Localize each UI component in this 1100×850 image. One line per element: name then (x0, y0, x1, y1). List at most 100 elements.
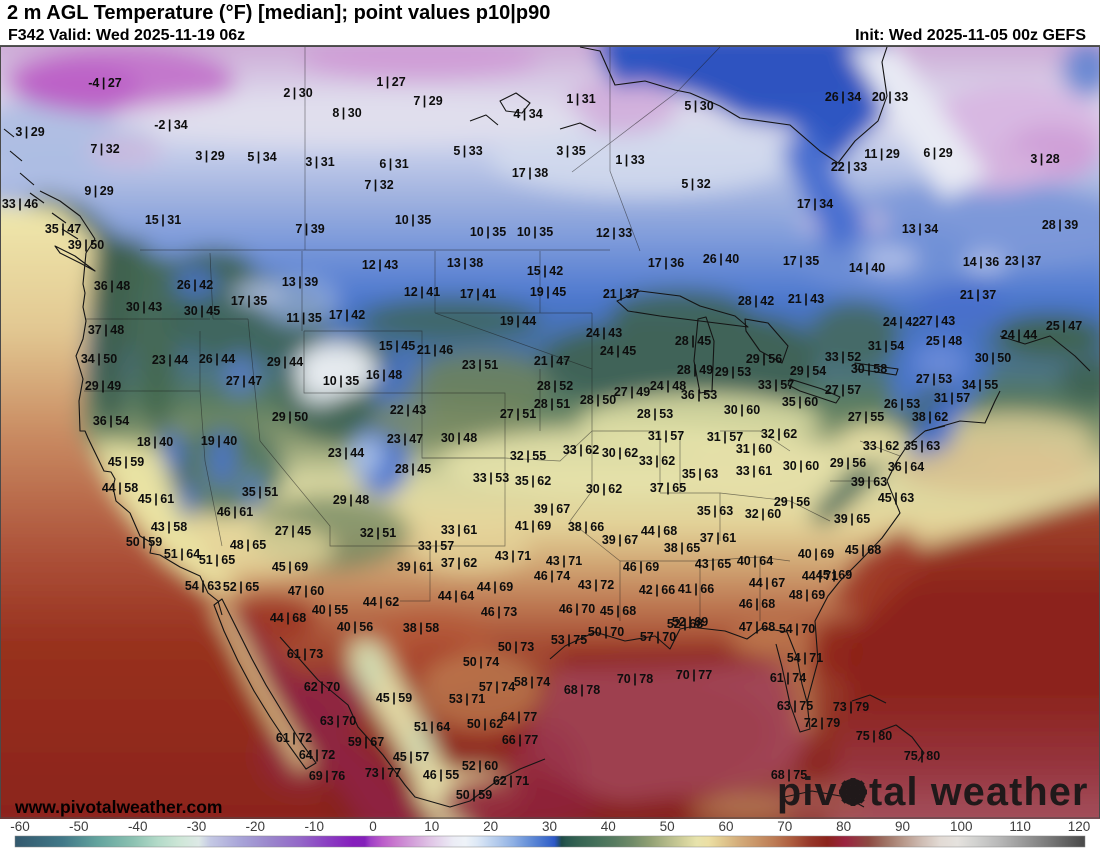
svg-text:8 | 30: 8 | 30 (332, 106, 361, 120)
svg-text:46 | 73: 46 | 73 (481, 605, 517, 619)
svg-text:28 | 52: 28 | 52 (537, 379, 573, 393)
svg-text:19 | 40: 19 | 40 (201, 434, 237, 448)
svg-text:28 | 50: 28 | 50 (580, 393, 616, 407)
svg-text:29 | 53: 29 | 53 (715, 365, 751, 379)
svg-text:50 | 74: 50 | 74 (463, 655, 499, 669)
svg-text:64 | 72: 64 | 72 (299, 748, 335, 762)
svg-text:47 | 60: 47 | 60 (288, 584, 324, 598)
svg-text:43 | 71: 43 | 71 (495, 549, 531, 563)
svg-text:7 | 29: 7 | 29 (413, 94, 442, 108)
svg-text:21 | 46: 21 | 46 (417, 343, 453, 357)
svg-text:54 | 71: 54 | 71 (787, 651, 823, 665)
svg-text:45 | 59: 45 | 59 (108, 455, 144, 469)
svg-text:14 | 40: 14 | 40 (849, 261, 885, 275)
svg-text:100: 100 (950, 819, 973, 834)
svg-text:35 | 47: 35 | 47 (45, 222, 81, 236)
svg-text:10 | 35: 10 | 35 (517, 225, 553, 239)
svg-text:12 | 33: 12 | 33 (596, 226, 632, 240)
svg-text:piv: piv (777, 770, 838, 814)
svg-text:50 | 73: 50 | 73 (498, 640, 534, 654)
svg-text:53 | 75: 53 | 75 (551, 633, 587, 647)
svg-text:1 | 27: 1 | 27 (376, 75, 405, 89)
svg-text:19 | 45: 19 | 45 (530, 285, 566, 299)
svg-text:13 | 39: 13 | 39 (282, 275, 318, 289)
svg-text:33 | 53: 33 | 53 (473, 471, 509, 485)
svg-text:30 | 60: 30 | 60 (783, 459, 819, 473)
svg-text:45 | 68: 45 | 68 (600, 604, 636, 618)
svg-text:28 | 42: 28 | 42 (738, 294, 774, 308)
svg-text:80: 80 (836, 819, 851, 834)
svg-text:9 | 29: 9 | 29 (84, 184, 113, 198)
svg-text:110: 110 (1009, 819, 1031, 834)
svg-text:35 | 63: 35 | 63 (697, 504, 733, 518)
svg-text:52 | 69: 52 | 69 (672, 615, 708, 629)
svg-text:25 | 48: 25 | 48 (926, 334, 962, 348)
svg-text:24 | 48: 24 | 48 (650, 379, 686, 393)
svg-text:tal weather: tal weather (869, 770, 1089, 814)
svg-text:-10: -10 (304, 819, 324, 834)
svg-text:29 | 44: 29 | 44 (267, 355, 303, 369)
svg-text:10 | 35: 10 | 35 (323, 374, 359, 388)
svg-text:31 | 54: 31 | 54 (868, 339, 904, 353)
svg-text:33 | 46: 33 | 46 (2, 197, 38, 211)
svg-text:12 | 41: 12 | 41 (404, 285, 440, 299)
svg-text:-60: -60 (10, 819, 30, 834)
svg-text:43 | 65: 43 | 65 (695, 557, 731, 571)
svg-text:21 | 47: 21 | 47 (534, 354, 570, 368)
svg-text:70 | 77: 70 | 77 (676, 668, 712, 682)
svg-text:59 | 67: 59 | 67 (348, 735, 384, 749)
svg-text:54 | 70: 54 | 70 (779, 622, 815, 636)
svg-text:45 | 69: 45 | 69 (272, 560, 308, 574)
svg-text:46 | 70: 46 | 70 (559, 602, 595, 616)
svg-text:39 | 63: 39 | 63 (851, 475, 887, 489)
svg-text:33 | 57: 33 | 57 (418, 539, 454, 553)
svg-text:30 | 58: 30 | 58 (851, 362, 887, 376)
svg-text:20: 20 (483, 819, 498, 834)
svg-text:11 | 29: 11 | 29 (864, 147, 900, 161)
svg-text:4 | 34: 4 | 34 (513, 107, 542, 121)
svg-text:-40: -40 (128, 819, 148, 834)
svg-text:70: 70 (777, 819, 792, 834)
svg-text:26 | 44: 26 | 44 (199, 352, 235, 366)
svg-text:63 | 75: 63 | 75 (777, 699, 813, 713)
svg-text:0: 0 (369, 819, 377, 834)
svg-text:17 | 34: 17 | 34 (797, 197, 833, 211)
svg-text:62 | 71: 62 | 71 (493, 774, 529, 788)
svg-text:27 | 51: 27 | 51 (500, 407, 536, 421)
svg-text:33 | 61: 33 | 61 (441, 523, 477, 537)
svg-text:70 | 78: 70 | 78 (617, 672, 653, 686)
svg-text:46 | 69: 46 | 69 (623, 560, 659, 574)
svg-text:45 | 59: 45 | 59 (376, 691, 412, 705)
svg-text:14 | 36: 14 | 36 (963, 255, 999, 269)
svg-text:44 | 67: 44 | 67 (749, 576, 785, 590)
svg-text:53 | 71: 53 | 71 (449, 692, 485, 706)
svg-text:18 | 40: 18 | 40 (137, 435, 173, 449)
svg-text:75 | 80: 75 | 80 (904, 749, 940, 763)
svg-text:17 | 42: 17 | 42 (329, 308, 365, 322)
svg-text:39 | 61: 39 | 61 (397, 560, 433, 574)
svg-text:23 | 44: 23 | 44 (152, 353, 188, 367)
svg-text:120: 120 (1068, 819, 1091, 834)
svg-text:6 | 31: 6 | 31 (379, 157, 408, 171)
svg-text:23 | 47: 23 | 47 (387, 432, 423, 446)
svg-text:51 | 65: 51 | 65 (199, 553, 235, 567)
svg-text:45 | 63: 45 | 63 (878, 491, 914, 505)
svg-text:7 | 39: 7 | 39 (295, 222, 324, 236)
svg-text:69 | 76: 69 | 76 (309, 769, 345, 783)
svg-text:42 | 66: 42 | 66 (639, 583, 675, 597)
svg-text:29 | 54: 29 | 54 (790, 364, 826, 378)
svg-text:17 | 35: 17 | 35 (783, 254, 819, 268)
svg-text:52 | 68: 52 | 68 (667, 617, 703, 631)
svg-text:57 | 74: 57 | 74 (479, 680, 515, 694)
svg-text:50 | 62: 50 | 62 (467, 717, 503, 731)
svg-text:46 | 61: 46 | 61 (217, 505, 253, 519)
svg-text:27 | 43: 27 | 43 (919, 314, 955, 328)
svg-text:66 | 77: 66 | 77 (502, 733, 538, 747)
svg-text:-50: -50 (69, 819, 89, 834)
svg-text:10 | 35: 10 | 35 (395, 213, 431, 227)
svg-text:27 | 47: 27 | 47 (226, 374, 262, 388)
svg-text:-20: -20 (246, 819, 266, 834)
svg-text:13 | 38: 13 | 38 (447, 256, 483, 270)
svg-text:32 | 51: 32 | 51 (360, 526, 396, 540)
svg-text:5 | 34: 5 | 34 (247, 150, 276, 164)
